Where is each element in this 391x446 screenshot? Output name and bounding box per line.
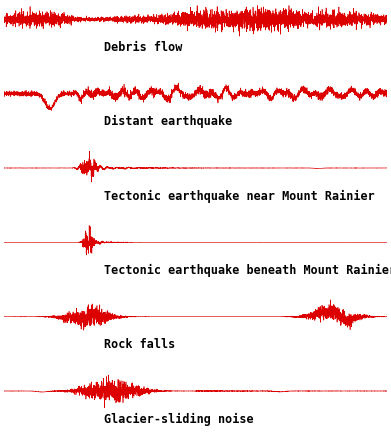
Text: Debris flow: Debris flow: [104, 41, 182, 54]
Text: Rock falls: Rock falls: [104, 338, 175, 351]
Text: Tectonic earthquake near Mount Rainier: Tectonic earthquake near Mount Rainier: [104, 190, 374, 202]
Text: Glacier-sliding noise: Glacier-sliding noise: [104, 413, 253, 425]
Text: Tectonic earthquake beneath Mount Rainier: Tectonic earthquake beneath Mount Rainie…: [104, 264, 391, 277]
Text: Distant earthquake: Distant earthquake: [104, 115, 232, 128]
